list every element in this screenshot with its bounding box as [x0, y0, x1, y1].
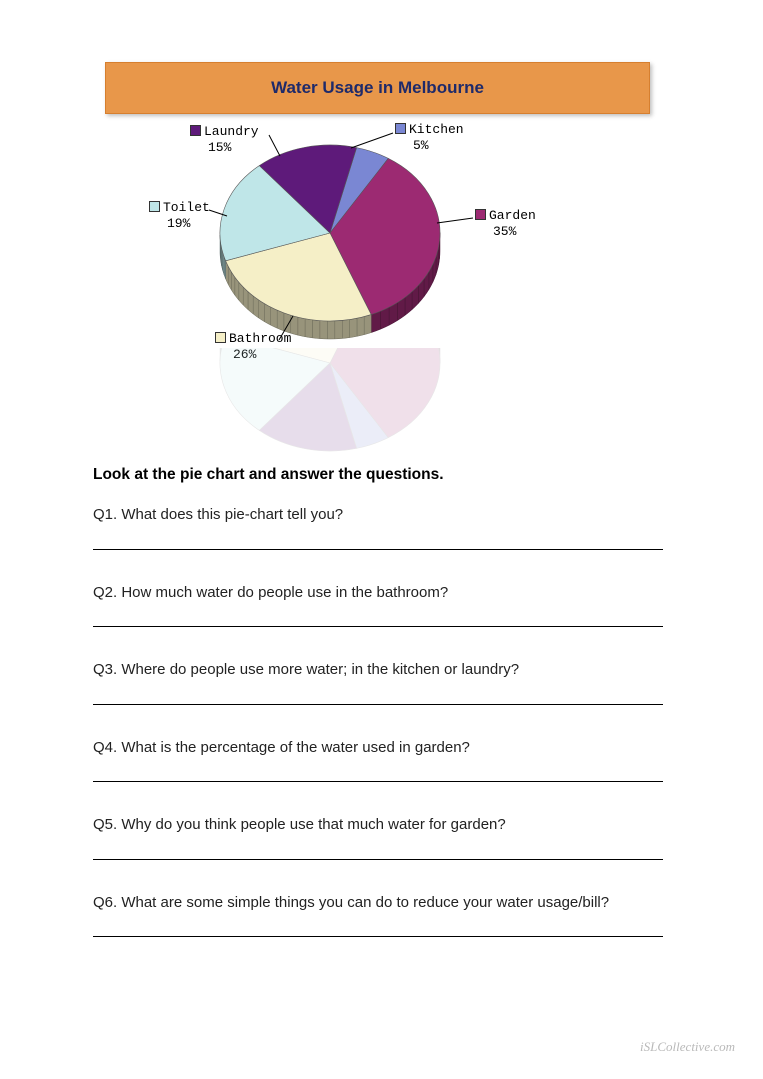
title-banner: Water Usage in Melbourne [105, 62, 650, 114]
legend-swatch-icon [215, 332, 226, 343]
question-text: Q6. What are some simple things you can … [93, 892, 668, 915]
question-text: Q4. What is the percentage of the water … [93, 737, 668, 760]
legend-swatch-icon [395, 123, 406, 134]
question-block: Q4. What is the percentage of the water … [93, 737, 668, 783]
question-block: Q3. Where do people use more water; in t… [93, 659, 668, 705]
legend-swatch-icon [475, 209, 486, 220]
pie-chart-svg [105, 118, 650, 378]
chart-label-laundry: Laundry15% [190, 124, 259, 157]
question-block: Q2. How much water do people use in the … [93, 582, 668, 628]
pie-chart-area: Kitchen5% Garden35% Bathroom26% Toilet19% La… [105, 118, 650, 458]
chart-label-bathroom: Bathroom26% [215, 331, 291, 364]
question-text: Q3. Where do people use more water; in t… [93, 659, 668, 682]
page-title: Water Usage in Melbourne [271, 78, 484, 98]
chart-label-toilet: Toilet19% [149, 200, 210, 233]
legend-swatch-icon [190, 125, 201, 136]
legend-swatch-icon [149, 201, 160, 212]
chart-label-garden: Garden35% [475, 208, 536, 241]
answer-line[interactable] [93, 859, 663, 860]
footer-watermark: iSLCollective.com [640, 1039, 735, 1055]
answer-line[interactable] [93, 549, 663, 550]
answer-line[interactable] [93, 704, 663, 705]
question-text: Q1. What does this pie-chart tell you? [93, 504, 668, 527]
answer-line[interactable] [93, 936, 663, 937]
answer-line[interactable] [93, 781, 663, 782]
instructions-text: Look at the pie chart and answer the que… [93, 466, 668, 484]
chart-label-kitchen: Kitchen5% [395, 122, 464, 155]
question-block: Q1. What does this pie-chart tell you? [93, 504, 668, 550]
question-block: Q5. Why do you think people use that muc… [93, 814, 668, 860]
answer-line[interactable] [93, 626, 663, 627]
questions-list: Q1. What does this pie-chart tell you? Q2… [93, 504, 668, 969]
question-text: Q5. Why do you think people use that muc… [93, 814, 668, 837]
question-text: Q2. How much water do people use in the … [93, 582, 668, 605]
question-block: Q6. What are some simple things you can … [93, 892, 668, 938]
